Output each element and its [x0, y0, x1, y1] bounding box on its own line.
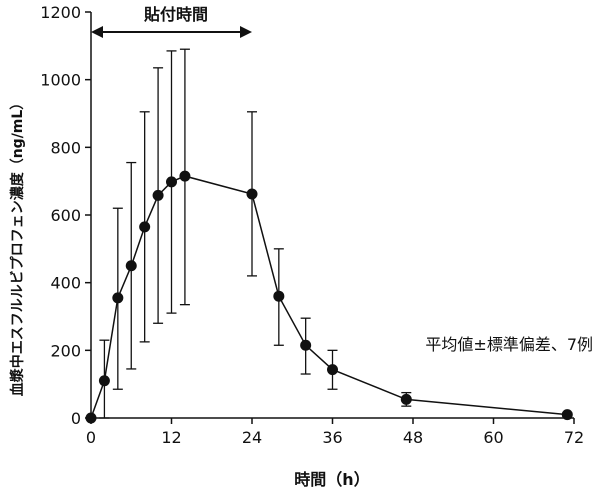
- data-point: [246, 188, 258, 200]
- application-period-arrow: [91, 26, 252, 38]
- y-axis-ticks: 0 200 400 600 800 1000 1200: [40, 3, 91, 428]
- y-tick-label: 800: [50, 138, 81, 157]
- application-period-label: 貼付時間: [144, 5, 208, 24]
- y-tick-label: 400: [50, 274, 81, 293]
- period-arrow-head-left: [91, 26, 103, 38]
- data-point: [400, 393, 412, 405]
- stats-note: 平均値±標準偏差、7例: [425, 335, 593, 354]
- x-tick-label: 48: [403, 428, 423, 447]
- data-point: [152, 189, 164, 201]
- y-tick-label: 1200: [40, 3, 81, 22]
- data-point: [561, 409, 573, 421]
- period-arrow-head-right: [240, 26, 252, 38]
- data-point: [179, 170, 191, 182]
- x-tick-label: 60: [483, 428, 503, 447]
- data-point: [85, 412, 97, 424]
- x-tick-label: 0: [86, 428, 96, 447]
- x-tick-label: 36: [322, 428, 342, 447]
- data-point: [139, 221, 151, 233]
- x-tick-label: 24: [242, 428, 262, 447]
- y-tick-label: 600: [50, 206, 81, 225]
- y-tick-label: 200: [50, 341, 81, 360]
- data-point: [98, 375, 110, 387]
- y-tick-label: 1000: [40, 71, 81, 90]
- data-points: [85, 170, 573, 424]
- series-path: [90, 175, 568, 419]
- data-point: [273, 290, 285, 302]
- series-line: [90, 175, 568, 419]
- x-tick-label: 12: [161, 428, 181, 447]
- data-point: [327, 364, 338, 376]
- x-tick-label: 72: [564, 428, 584, 447]
- data-point: [166, 176, 177, 188]
- y-axis-label: 血漿中エスフルルビプロフェン濃度（ng/mL）: [9, 96, 26, 397]
- data-point: [300, 339, 312, 351]
- x-axis-ticks: 0 12 24 36 48 60 72: [86, 418, 584, 447]
- error-bars: [99, 48, 573, 419]
- x-axis-label: 時間（h）: [294, 470, 369, 489]
- y-tick-label: 0: [71, 409, 81, 428]
- data-point: [112, 292, 124, 304]
- data-point: [125, 260, 137, 272]
